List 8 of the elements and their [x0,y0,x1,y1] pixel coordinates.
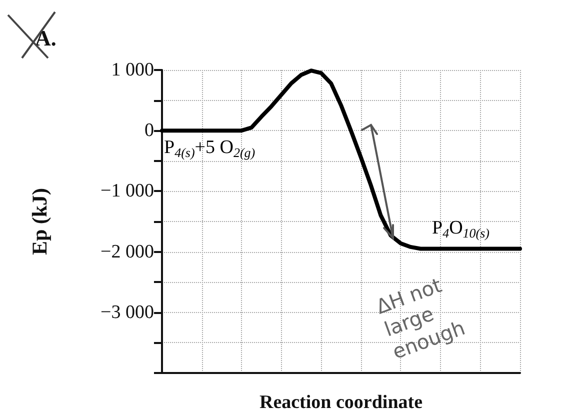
y-tick-label: −1 000 [100,180,154,202]
y-tick-label: −2 000 [100,241,154,262]
y-tick-label: 1 000 [111,60,154,80]
chart-title: A. [35,26,56,50]
x-axis-title: Reaction coordinate [259,392,423,413]
y-tick-label: −3 000 [100,302,154,323]
y-axis-title: Ep (kJ) [28,188,52,256]
y-tick-label: 0 [144,120,154,142]
